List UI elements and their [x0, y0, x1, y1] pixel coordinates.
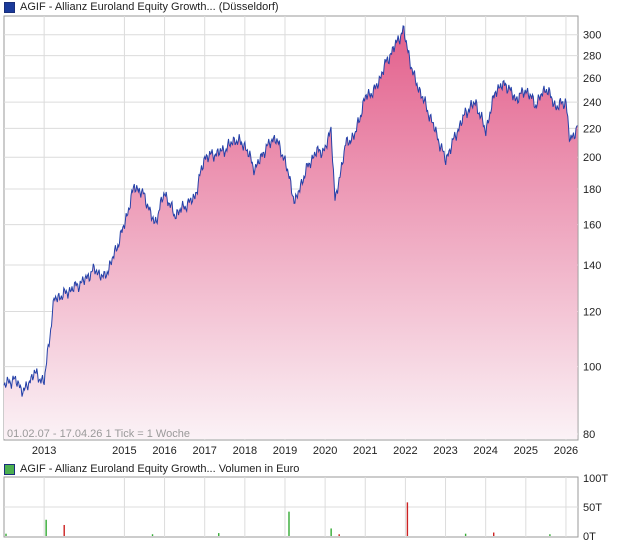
price-x-tick-label: 2024 — [473, 445, 497, 457]
price-y-tick-label: 200 — [583, 152, 601, 164]
price-x-tick-label: 2020 — [313, 445, 337, 457]
price-x-tick-label: 2015 — [112, 445, 136, 457]
price-y-tick-label: 140 — [583, 260, 601, 272]
price-y-tick-label: 180 — [583, 184, 601, 196]
volume-legend-label: AGIF - Allianz Euroland Equity Growth...… — [20, 463, 300, 475]
price-y-tick-label: 100 — [583, 362, 601, 374]
price-x-tick-label: 2018 — [233, 445, 257, 457]
price-legend-label: AGIF - Allianz Euroland Equity Growth...… — [20, 1, 279, 13]
price-y-tick-label: 240 — [583, 97, 601, 109]
price-x-tick-label: 2022 — [393, 445, 417, 457]
price-area-fill — [4, 25, 578, 440]
price-y-tick-label: 120 — [583, 307, 601, 319]
price-x-tick-label: 2017 — [192, 445, 216, 457]
price-line — [3, 25, 578, 397]
volume-legend: AGIF - Allianz Euroland Equity Growth...… — [4, 462, 299, 476]
price-y-tick-label: 160 — [583, 220, 601, 232]
price-y-tick-label: 260 — [583, 73, 601, 85]
price-y-tick-label: 280 — [583, 51, 601, 63]
price-x-tick-label: 2021 — [353, 445, 377, 457]
price-x-tick-label: 2019 — [273, 445, 297, 457]
volume-legend-swatch — [4, 463, 15, 475]
price-y-tick-label: 220 — [583, 123, 601, 135]
price-y-tick-label: 300 — [583, 30, 601, 42]
price-x-tick-label: 2026 — [554, 445, 578, 457]
volume-plot-area — [3, 476, 579, 538]
range-note: 01.02.07 - 17.04.26 1 Tick = 1 Woche — [7, 428, 190, 440]
volume-y-tick-label: 50T — [583, 502, 602, 514]
price-x-tick-label: 2013 — [32, 445, 56, 457]
price-x-tick-label: 2025 — [514, 445, 538, 457]
price-legend: AGIF - Allianz Euroland Equity Growth...… — [4, 0, 279, 14]
price-legend-swatch — [4, 1, 15, 13]
price-x-tick-label: 2023 — [433, 445, 457, 457]
price-chart: 80 100 120 140 160 180 200 220 240 260 280 300 2013 2… — [3, 15, 601, 457]
price-x-tick-label: 2016 — [152, 445, 176, 457]
volume-y-tick-label: 100T — [583, 473, 608, 485]
volume-y-tick-label: 0T — [583, 531, 596, 543]
price-y-tick-label: 80 — [583, 429, 595, 441]
